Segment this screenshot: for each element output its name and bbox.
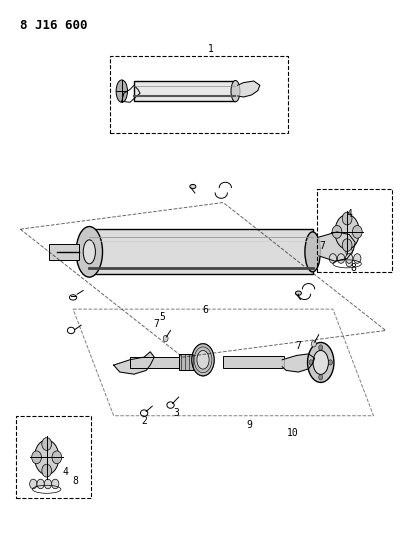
Bar [130,357,178,368]
Bar [178,354,194,370]
Circle shape [37,479,44,489]
Text: 9: 9 [246,421,252,430]
Text: 7: 7 [295,342,301,351]
Bar [316,189,391,272]
Circle shape [353,254,360,263]
Ellipse shape [83,240,95,264]
Polygon shape [281,354,314,372]
Text: 5: 5 [159,312,165,322]
Ellipse shape [76,227,102,277]
Ellipse shape [230,80,239,102]
Bar [49,244,79,260]
Text: 3: 3 [173,408,179,418]
Ellipse shape [191,344,214,376]
Bar [134,81,235,101]
Bar [223,356,284,368]
Text: 8: 8 [72,476,78,486]
Circle shape [328,360,332,365]
Bar [109,56,288,133]
Circle shape [318,345,322,350]
Circle shape [331,225,341,238]
Ellipse shape [334,215,358,249]
Circle shape [337,254,344,263]
Text: 2: 2 [141,416,147,426]
Circle shape [345,247,352,256]
Circle shape [30,479,37,489]
Circle shape [32,451,41,464]
Circle shape [341,212,351,225]
Text: 10: 10 [286,428,297,438]
Text: 6: 6 [202,305,207,315]
Ellipse shape [312,351,328,374]
Circle shape [318,375,322,380]
Text: 8 J16 600: 8 J16 600 [20,19,87,31]
Circle shape [44,479,51,489]
Circle shape [345,237,352,245]
Circle shape [42,438,51,450]
Text: 4: 4 [345,209,351,219]
Circle shape [328,254,336,263]
Ellipse shape [304,232,320,272]
Ellipse shape [189,184,195,189]
Ellipse shape [294,291,301,295]
Polygon shape [237,81,259,97]
Ellipse shape [34,440,59,475]
Circle shape [308,360,312,365]
Polygon shape [318,232,354,261]
Circle shape [345,258,352,266]
Circle shape [51,479,59,489]
Ellipse shape [196,351,209,369]
Text: 1: 1 [208,44,213,54]
Text: 7: 7 [319,241,325,251]
Circle shape [352,225,361,238]
Circle shape [163,335,168,342]
Text: 4: 4 [62,467,68,477]
Text: 8: 8 [350,263,355,272]
Circle shape [52,451,62,464]
Bar [89,229,312,274]
Text: 7: 7 [153,319,159,329]
Bar [16,416,91,498]
Circle shape [341,239,351,252]
Ellipse shape [116,80,127,102]
Circle shape [42,464,51,477]
Polygon shape [113,352,154,374]
Circle shape [345,254,352,263]
Circle shape [311,341,315,347]
Ellipse shape [307,342,333,383]
